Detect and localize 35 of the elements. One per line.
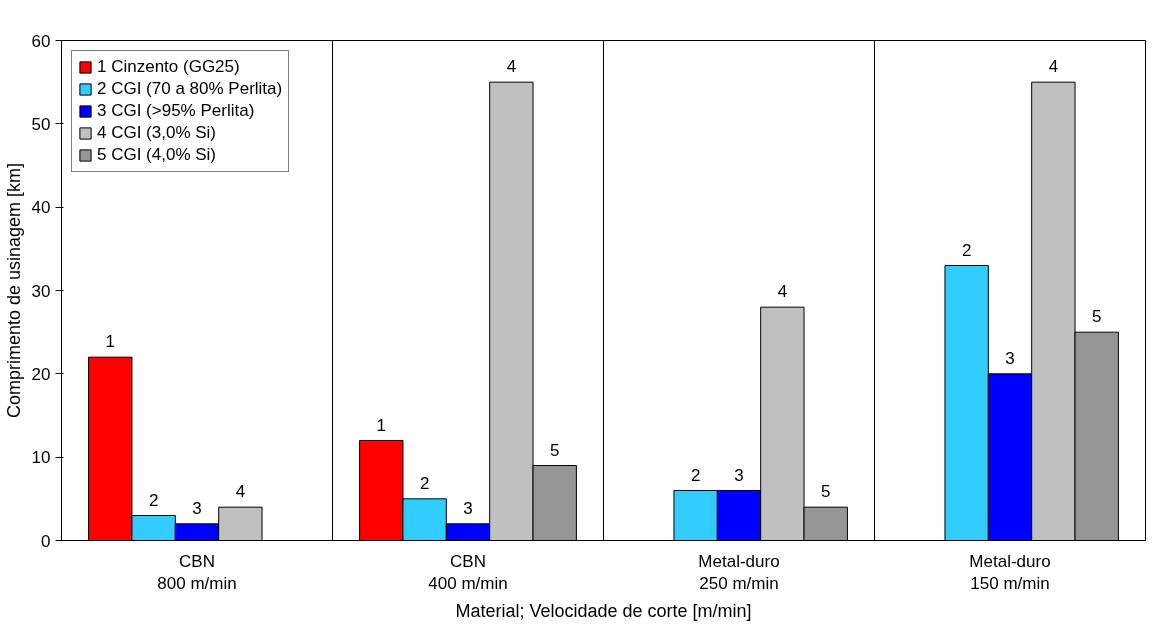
annotation: 4: [235, 482, 246, 502]
annotation: 1: [105, 332, 116, 352]
y-tick-label: 0: [41, 531, 51, 551]
x-tick-label: Metal-duro 250 m/min: [698, 551, 780, 594]
annotation: 4: [1048, 57, 1059, 77]
annotation: 4: [506, 57, 517, 77]
legend-label: 1 Cinzento (GG25): [97, 57, 240, 77]
annotation: 2: [148, 490, 159, 510]
annotation: 5: [549, 440, 560, 460]
annotation: 5: [1091, 307, 1102, 327]
annotation: 2: [961, 240, 972, 260]
y-tick-label: 30: [31, 281, 51, 301]
y-tick-label: 20: [31, 364, 51, 384]
annotation: 1: [376, 415, 387, 435]
legend-label: 4 CGI (3,0% Si): [97, 123, 217, 143]
legend-label: 3 CGI (>95% Perlita): [97, 101, 255, 121]
legend-label: 2 CGI (70 a 80% Perlita): [97, 79, 283, 99]
annotation: 3: [1005, 348, 1015, 368]
y-axis-title: Comprimento de usinagem [km]: [3, 162, 24, 419]
x-tick-label: Metal-duro 150 m/min: [969, 551, 1051, 594]
annotation: 2: [690, 465, 701, 485]
legend-label: 5 CGI (4,0% Si): [97, 145, 217, 165]
annotation: 2: [419, 473, 430, 493]
x-tick-label: CBN 400 m/min: [428, 551, 508, 594]
annotation: 3: [734, 465, 744, 485]
annotation: 5: [820, 482, 831, 502]
y-tick-label: 40: [31, 198, 51, 218]
annotation: 3: [463, 498, 473, 518]
y-tick-label: 10: [31, 448, 51, 468]
y-tick-label: 50: [31, 114, 51, 134]
annotation: 3: [192, 498, 202, 518]
y-tick-label: 60: [31, 31, 51, 51]
x-axis-title: Material; Velocidade de corte [m/min]: [455, 601, 752, 622]
annotation: 4: [777, 282, 788, 302]
x-tick-label: CBN 800 m/min: [157, 551, 237, 594]
